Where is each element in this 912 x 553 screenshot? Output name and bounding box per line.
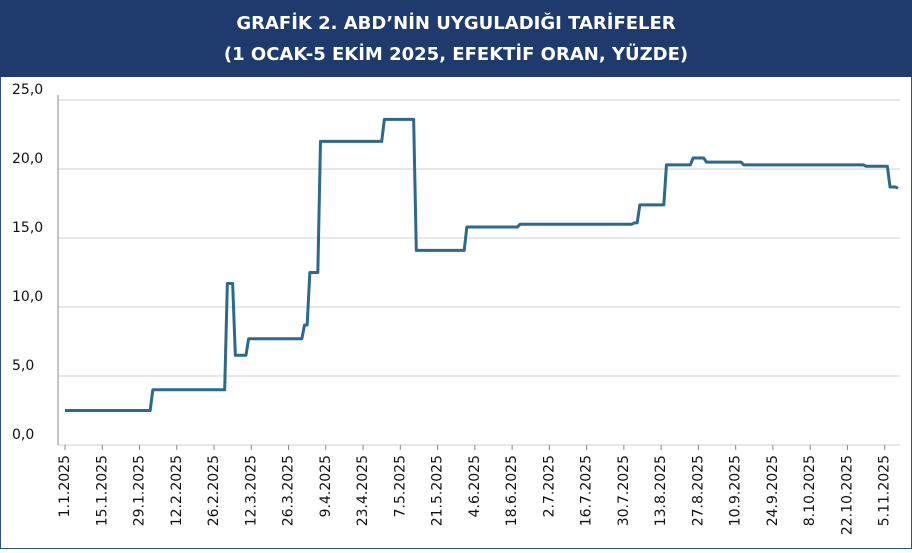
x-tick-label: 24.9.2025 bbox=[765, 455, 781, 526]
x-tick-label: 5.11.2025 bbox=[877, 455, 893, 526]
x-tick-label: 22.10.2025 bbox=[839, 455, 855, 535]
x-tick-label: 10.9.2025 bbox=[728, 455, 744, 526]
header bbox=[0, 0, 912, 77]
x-tick-label: 7.5.2025 bbox=[392, 455, 408, 517]
x-tick-label: 8.10.2025 bbox=[802, 455, 818, 526]
x-tick-label: 23.4.2025 bbox=[355, 455, 371, 526]
x-tick-label: 18.6.2025 bbox=[504, 455, 520, 526]
y-tick-label: 25,0 bbox=[12, 82, 43, 98]
x-tick-label: 12.2.2025 bbox=[169, 455, 185, 526]
x-tick-label: 2.7.2025 bbox=[541, 455, 557, 517]
x-tick-label: 4.6.2025 bbox=[467, 455, 483, 517]
x-tick-label: 1.1.2025 bbox=[57, 455, 73, 517]
x-tick-label: 13.8.2025 bbox=[653, 455, 669, 526]
x-tick-label: 16.7.2025 bbox=[579, 455, 595, 526]
y-tick-label: 10,0 bbox=[12, 289, 43, 305]
x-tick-label: 26.3.2025 bbox=[281, 455, 297, 526]
x-tick-label: 27.8.2025 bbox=[690, 455, 706, 526]
y-tick-label: 20,0 bbox=[12, 151, 43, 167]
x-tick-label: 29.1.2025 bbox=[132, 455, 148, 526]
x-tick-label: 12.3.2025 bbox=[243, 455, 259, 526]
x-tick-label: 26.2.2025 bbox=[206, 455, 222, 526]
chart-title: GRAFİK 2. ABD’NİN UYGULADIĞI TARİFELER bbox=[236, 12, 675, 34]
line-series bbox=[65, 117, 899, 412]
x-tick-label: 9.4.2025 bbox=[318, 455, 334, 517]
y-tick-label: 15,0 bbox=[12, 220, 43, 236]
y-tick-label: 5,0 bbox=[12, 358, 34, 374]
chart-subtitle: (1 OCAK-5 EKİM 2025, EFEKTİF ORAN, YÜZDE… bbox=[224, 43, 688, 65]
y-tick-label: 0,0 bbox=[12, 427, 34, 443]
x-tick-label: 15.1.2025 bbox=[94, 455, 110, 526]
x-tick-label: 21.5.2025 bbox=[430, 455, 446, 526]
x-tick-label: 30.7.2025 bbox=[616, 455, 632, 526]
